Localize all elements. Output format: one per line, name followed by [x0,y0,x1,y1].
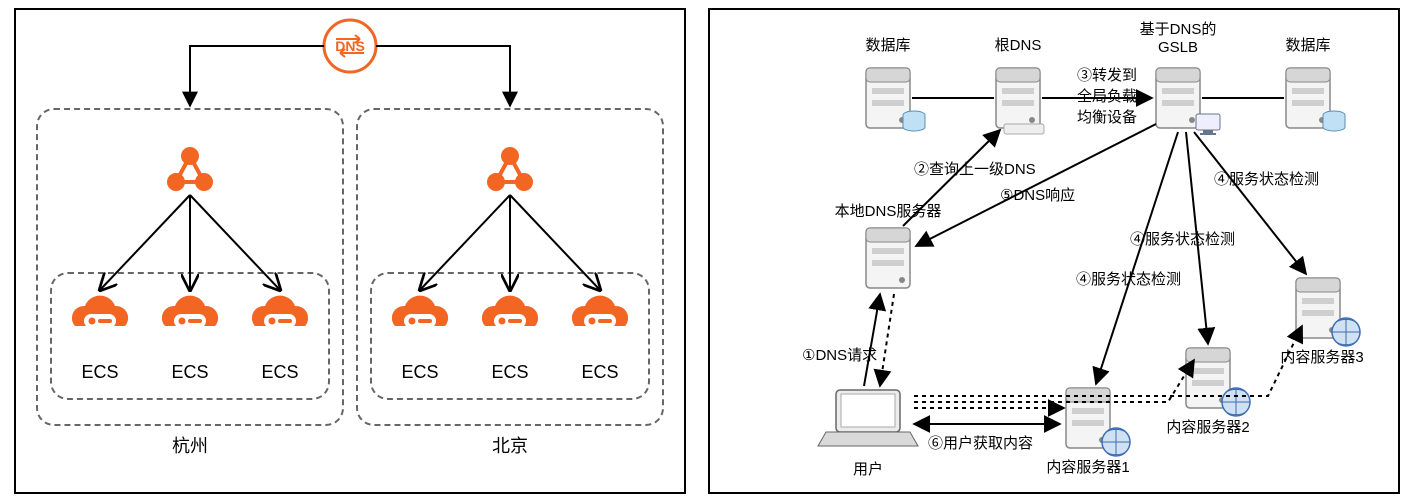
server-icon [1296,278,1360,346]
server-icon [866,228,910,288]
server-icon [866,68,925,131]
edge-label: ③转发到 全局负载 均衡设备 [1062,64,1152,127]
node-label: 内容服务器3 [1272,346,1372,367]
edge-label: ②查询上一级DNS [914,158,1036,179]
node-label: 内容服务器2 [1158,416,1258,437]
ecs-label: ECS [488,362,532,383]
region-hangzhou-label: 杭州 [150,432,230,458]
laptop-icon [818,390,918,446]
edge-label: ④服务状态检测 [1076,268,1181,289]
node-label: 基于DNS的 GSLB [1128,18,1228,56]
ecs-label: ECS [258,362,302,383]
edge-label: ⑤DNS响应 [1000,184,1075,205]
node-label: 本地DNS服务器 [818,200,958,221]
region-beijing-label: 北京 [470,432,550,458]
ecs-label: ECS [398,362,442,383]
node-label: 数据库 [862,34,914,55]
right-svg [708,8,1400,494]
server-icon [1066,388,1130,456]
edge-label: ④服务状态检测 [1130,228,1235,249]
edge-label: ①DNS请求 [802,344,877,365]
edge-label: ④服务状态检测 [1214,168,1319,189]
node-label: 数据库 [1282,34,1334,55]
ecs-label: ECS [78,362,122,383]
ecs-label: ECS [168,362,212,383]
ecs-label: ECS [578,362,622,383]
node-label: 用户 [840,458,896,479]
server-icon [1286,68,1345,131]
dns-label: DNS [335,38,365,54]
server-icon [1156,68,1220,135]
node-label: 根DNS [990,34,1046,55]
server-icon [996,68,1044,134]
edge-label: ⑥用户获取内容 [928,432,1033,453]
node-label: 内容服务器1 [1038,456,1138,477]
server-icon [1186,348,1250,416]
